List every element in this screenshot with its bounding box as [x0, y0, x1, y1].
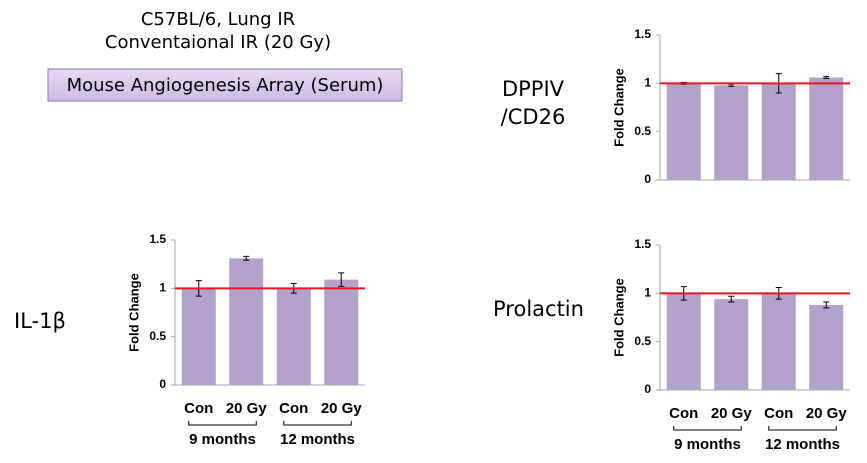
y-tick-label: 1.5	[634, 237, 651, 251]
error-bar	[338, 272, 345, 287]
header-line: Conventaional IR (20 Gy)	[105, 32, 331, 53]
y-tick-label: 0.5	[634, 124, 651, 138]
group-bracket	[188, 421, 257, 426]
x-tick-label: Con	[764, 405, 793, 422]
header-line: C57BL/6, Lung IR	[141, 9, 295, 30]
x-tick-label: 20 Gy	[321, 400, 363, 417]
header-box	[47, 68, 403, 102]
y-tick-label: 0	[644, 172, 651, 186]
group-label: 12 months	[280, 431, 355, 448]
y-axis-label: Fold Change	[611, 68, 626, 147]
y-tick-label: 0	[644, 382, 651, 396]
y-tick-label: 1	[159, 281, 166, 295]
bar	[809, 77, 844, 180]
group-bracket	[283, 421, 352, 426]
error-bar	[823, 301, 830, 309]
chart-label: Prolactin	[493, 297, 584, 321]
group-bracket	[768, 426, 837, 431]
y-tick-label: 1	[644, 76, 651, 90]
error-bar	[728, 83, 735, 87]
x-tick-label: Con	[279, 400, 308, 417]
bar	[229, 258, 264, 385]
bar	[324, 279, 359, 385]
x-tick-label: 20 Gy	[226, 400, 268, 417]
y-tick-label: 1.5	[634, 27, 651, 41]
bar	[181, 288, 216, 385]
y-tick-label: 1.5	[149, 232, 166, 246]
y-tick-label: 1	[644, 286, 651, 300]
error-bar	[823, 76, 830, 79]
error-bar	[728, 295, 735, 303]
y-axis-label: Fold Change	[126, 273, 141, 352]
bar	[761, 83, 796, 180]
x-tick-label: 20 Gy	[711, 405, 753, 422]
error-bar	[243, 255, 250, 261]
bar	[276, 288, 311, 385]
bar	[809, 304, 844, 390]
chart-label: IL-1β	[14, 309, 66, 333]
bar	[761, 293, 796, 390]
x-tick-label: 20 Gy	[806, 405, 848, 422]
header-box-text: Mouse Angiogenesis Array (Serum)	[67, 75, 384, 96]
bar	[714, 299, 749, 390]
chart-label: /CD26	[501, 105, 566, 129]
x-tick-label: Con	[184, 400, 213, 417]
group-bracket	[673, 426, 742, 431]
y-tick-label: 0.5	[634, 334, 651, 348]
x-tick-label: Con	[669, 405, 698, 422]
y-axis-label: Fold Change	[611, 278, 626, 357]
group-label: 9 months	[189, 431, 256, 448]
group-label: 12 months	[765, 436, 840, 453]
chart-label: DPPIV	[502, 77, 565, 101]
bar	[666, 83, 701, 180]
group-label: 9 months	[674, 436, 741, 453]
y-tick-label: 0.5	[149, 329, 166, 343]
bar	[666, 293, 701, 390]
y-tick-label: 0	[159, 377, 166, 391]
bar	[714, 85, 749, 180]
